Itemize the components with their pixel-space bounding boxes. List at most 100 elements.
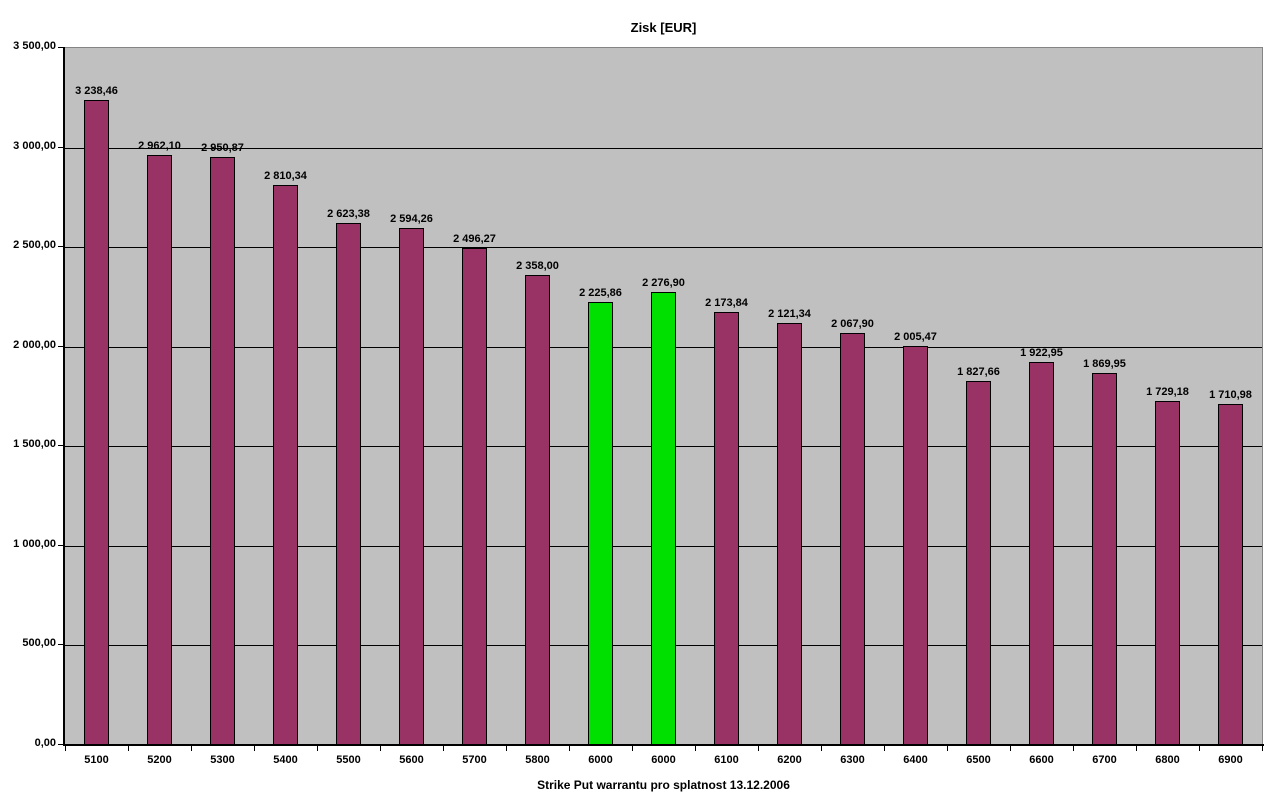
x-axis-tick xyxy=(695,746,696,751)
x-tick-label: 6200 xyxy=(777,754,802,766)
x-axis-tick xyxy=(569,746,570,751)
bar xyxy=(777,322,802,745)
x-axis-line xyxy=(63,744,1264,746)
x-axis-tick xyxy=(506,746,507,751)
x-tick-label: 5600 xyxy=(399,754,424,766)
x-tick-label: 6300 xyxy=(840,754,865,766)
bar-value-label: 2 225,86 xyxy=(579,286,622,299)
x-tick-label: 5500 xyxy=(336,754,361,766)
bar-value-label: 2 950,87 xyxy=(201,142,244,155)
bar xyxy=(399,228,424,745)
x-tick-label: 5300 xyxy=(210,754,235,766)
bar-value-label: 2 962,10 xyxy=(138,140,181,153)
bar xyxy=(1218,404,1243,745)
bar xyxy=(210,157,235,745)
x-axis-tick xyxy=(632,746,633,751)
bar xyxy=(966,381,991,745)
y-tick-label: 1 500,00 xyxy=(13,438,56,451)
y-axis-tick xyxy=(58,47,65,48)
gridline xyxy=(65,147,1262,149)
bar-value-label: 1 710,98 xyxy=(1209,389,1252,402)
x-tick-label: 6100 xyxy=(714,754,739,766)
chart-title: Zisk [EUR] xyxy=(630,20,697,35)
y-axis-tick xyxy=(58,246,65,248)
y-tick-label: 500,00 xyxy=(22,637,56,650)
bar xyxy=(273,185,298,745)
x-tick-label: 6400 xyxy=(903,754,928,766)
bar xyxy=(714,312,739,745)
bar-value-label: 2 358,00 xyxy=(516,260,559,273)
x-tick-label: 6700 xyxy=(1092,754,1117,766)
x-axis-tick xyxy=(1136,746,1137,751)
y-axis-tick xyxy=(58,345,65,347)
x-tick-label: 5200 xyxy=(147,754,172,766)
y-axis-tick xyxy=(58,744,65,745)
x-tick-label: 6600 xyxy=(1029,754,1054,766)
bar-value-label: 2 173,84 xyxy=(705,297,748,310)
x-axis-tick xyxy=(443,746,444,751)
x-axis-tick xyxy=(191,746,192,751)
bar-value-label: 3 238,46 xyxy=(75,85,118,98)
bar-value-label: 1 922,95 xyxy=(1020,347,1063,360)
bar-value-label: 2 496,27 xyxy=(453,232,496,245)
bar xyxy=(336,222,361,745)
bar xyxy=(147,155,172,745)
y-axis-line xyxy=(63,47,65,746)
bar-value-label: 2 005,47 xyxy=(894,330,937,343)
bar xyxy=(462,247,487,745)
y-tick-label: 3 000,00 xyxy=(13,139,56,152)
bar-highlighted xyxy=(588,301,613,745)
bar xyxy=(1155,400,1180,745)
x-axis-tick xyxy=(1073,746,1074,751)
bar-value-label: 2 623,38 xyxy=(327,207,370,220)
x-tick-label: 5400 xyxy=(273,754,298,766)
x-axis-tick xyxy=(1199,746,1200,751)
x-axis-tick xyxy=(317,746,318,751)
x-tick-label: 6800 xyxy=(1155,754,1180,766)
x-axis-tick xyxy=(884,746,885,751)
bar xyxy=(525,275,550,745)
bar xyxy=(1092,372,1117,745)
bar-value-label: 1 869,95 xyxy=(1083,357,1126,370)
bar xyxy=(903,345,928,745)
y-axis-tick xyxy=(58,146,65,148)
bar-value-label: 1 729,18 xyxy=(1146,385,1189,398)
x-axis-tick xyxy=(821,746,822,751)
bar xyxy=(1029,362,1054,745)
x-tick-label: 5100 xyxy=(84,754,109,766)
plot-area: 3 238,46 2 962,10 2 950,87 2 810,34 2 623,38… xyxy=(65,47,1263,745)
y-tick-label: 2 000,00 xyxy=(13,338,56,351)
y-axis-tick xyxy=(58,644,65,646)
y-tick-label: 3 500,00 xyxy=(13,40,56,52)
x-tick-label: 6000 xyxy=(588,754,613,766)
x-tick-label: 5700 xyxy=(462,754,487,766)
y-axis-tick xyxy=(58,544,65,546)
y-tick-label: 1 000,00 xyxy=(13,537,56,550)
x-tick-label: 6000 xyxy=(651,754,676,766)
x-axis-tick xyxy=(65,746,66,751)
bar-value-label: 2 121,34 xyxy=(768,307,811,320)
x-tick-label: 6500 xyxy=(966,754,991,766)
bar-value-label: 2 276,90 xyxy=(642,276,685,289)
x-tick-label: 5800 xyxy=(525,754,550,766)
bar-value-label: 1 827,66 xyxy=(957,366,1000,379)
x-axis-tick xyxy=(254,746,255,751)
y-tick-label: 2 500,00 xyxy=(13,239,56,252)
y-tick-label: 0,00 xyxy=(34,737,56,749)
x-axis-tick xyxy=(1010,746,1011,751)
bar-highlighted xyxy=(651,291,676,745)
bar-value-label: 2 067,90 xyxy=(831,318,874,331)
x-axis-title: Strike Put warrantu pro splatnost 13.12.… xyxy=(537,778,790,792)
x-axis-tick xyxy=(380,746,381,751)
y-axis-tick xyxy=(58,445,65,447)
bar-value-label: 2 594,26 xyxy=(390,213,433,226)
bar-value-label: 2 810,34 xyxy=(264,170,307,183)
x-axis-tick xyxy=(1262,746,1263,751)
bar xyxy=(84,100,109,745)
x-axis-tick xyxy=(128,746,129,751)
x-axis-tick xyxy=(758,746,759,751)
x-axis-tick xyxy=(947,746,948,751)
bar xyxy=(840,333,865,745)
gridline xyxy=(65,247,1262,249)
